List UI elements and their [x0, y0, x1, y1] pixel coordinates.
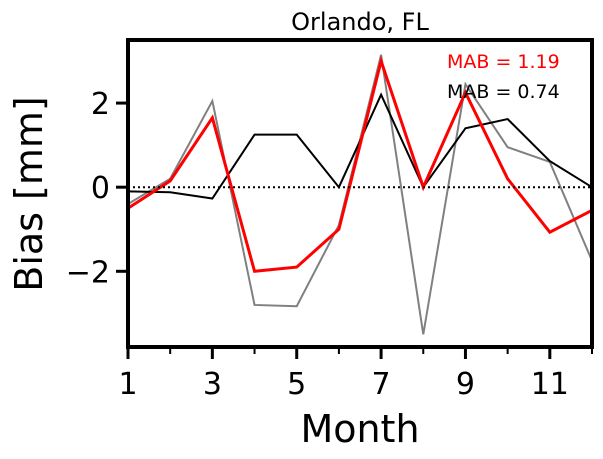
- x-tick-label: 5: [287, 367, 306, 402]
- plot-frame: [126, 38, 594, 349]
- x-tick-label: 3: [203, 367, 222, 402]
- x-tick-label: 11: [531, 367, 569, 402]
- mab-annotation-red: MAB = 1.19: [447, 51, 560, 73]
- y-tick-label: 0: [91, 171, 110, 206]
- ticks-layer: 1 3 5 7 9 11 −2 0 2: [66, 87, 593, 402]
- x-tick-label: 7: [372, 367, 391, 402]
- y-tick-label: −2: [66, 255, 110, 290]
- chart-title: Orlando, FL: [291, 8, 429, 36]
- y-tick-label: 2: [91, 87, 110, 122]
- x-axis-label: Month: [300, 407, 419, 451]
- x-tick-label: 1: [118, 367, 137, 402]
- y-axis-label: Bias [mm]: [7, 96, 51, 291]
- mab-annotation-black: MAB = 0.74: [447, 81, 560, 103]
- x-tick-label: 9: [456, 367, 475, 402]
